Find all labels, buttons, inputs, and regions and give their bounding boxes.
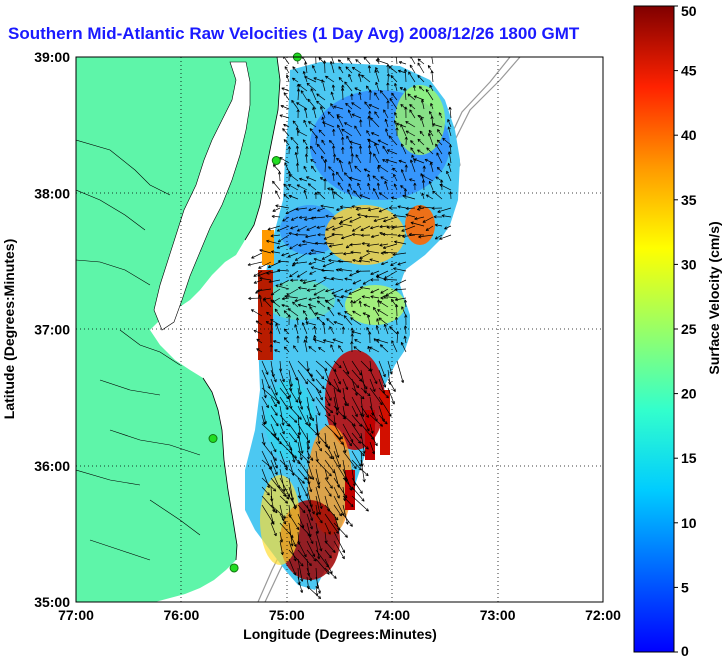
colorbar-tick-label: 30: [681, 256, 697, 272]
grid-lines: [76, 57, 603, 602]
colorbar-tick-label: 25: [681, 321, 697, 337]
colorbar-tick-labels: 0 5 10 15 20 25 30 35 40 45 50: [674, 3, 697, 659]
x-tick-labels: 77:00 76:00 75:00 74:00 73:00 72:00: [58, 607, 621, 623]
map-title: Southern Mid-Atlantic Raw Velocities (1 …: [8, 24, 580, 43]
colorbar-tick-label: 15: [681, 450, 697, 466]
x-tick-label: 74:00: [374, 607, 410, 623]
colorbar: [633, 5, 675, 653]
y-tick-label: 39:00: [34, 49, 70, 65]
y-tick-labels: 39:00 38:00 37:00 36:00 35:00: [34, 49, 70, 610]
x-tick-label: 73:00: [480, 607, 516, 623]
x-tick-label: 75:00: [269, 607, 305, 623]
colorbar-label: Surface Velocity (cm/s): [706, 221, 722, 374]
colorbar-tick-label: 0: [681, 643, 689, 659]
x-tick-label: 76:00: [163, 607, 199, 623]
x-axis-label: Longitude (Degrees:Minutes): [243, 626, 437, 642]
colorbar-tick-label: 35: [681, 192, 697, 208]
x-tick-label: 72:00: [585, 607, 621, 623]
colorbar-tick-label: 5: [681, 579, 689, 595]
colorbar-tick-label: 10: [681, 515, 697, 531]
vector-arrows: [247, 57, 453, 600]
colorbar-tick-label: 20: [681, 386, 697, 402]
x-tick-label: 77:00: [58, 607, 94, 623]
y-axis-label: Latitude (Degrees:Minutes): [1, 239, 17, 419]
y-tick-label: 38:00: [34, 185, 70, 201]
chesapeake-bay: [153, 61, 251, 331]
colorbar-tick-label: 45: [681, 63, 697, 79]
colorbar-tick-label: 50: [681, 3, 697, 19]
velocity-vectors: [247, 57, 453, 600]
station-marker: [229, 563, 239, 573]
y-tick-label: 36:00: [34, 458, 70, 474]
station-marker: [208, 434, 218, 443]
y-tick-label: 37:00: [34, 322, 70, 338]
colorbar-tick-label: 40: [681, 127, 697, 143]
station-marker: [271, 156, 281, 166]
y-tick-label: 35:00: [34, 594, 70, 610]
